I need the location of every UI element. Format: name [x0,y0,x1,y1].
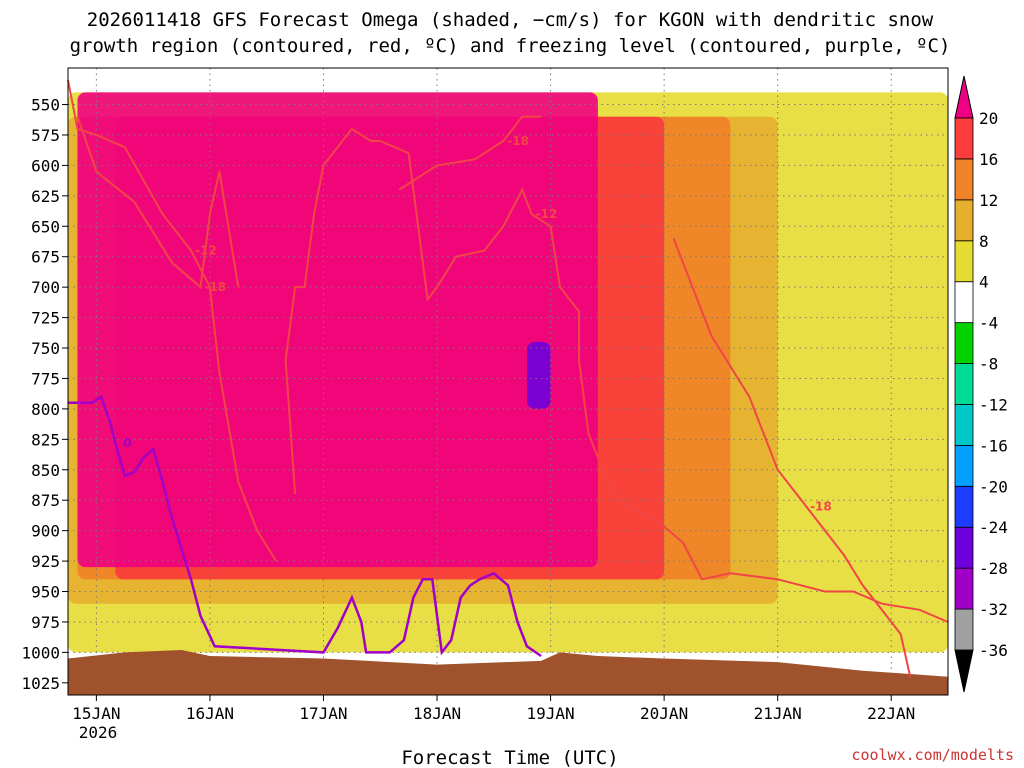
colorbar-arrow-top [954,75,974,119]
colorbar-segment [954,526,974,569]
chart-title-line1: 2026011418 GFS Forecast Omega (shaded, −… [87,9,934,31]
y-tick-label: 725 [31,309,60,328]
colorbar-label: 12 [979,191,998,210]
colorbar-segment [954,281,974,324]
colorbar-label: -20 [979,477,1008,496]
y-tick-label: 875 [31,491,60,510]
chart-title-line2: growth region (contoured, red, ºC) and f… [70,35,951,57]
colorbar-segment [954,240,974,283]
y-tick-label: 675 [31,248,60,267]
y-tick-label: 600 [31,156,60,175]
y-tick-label: 700 [31,278,60,297]
colorbar: 20 16 12 8 4 -4 -8 -12 -16 -20 -24 -28 -32 -36 [954,75,1008,693]
x-tick-label: 18JAN [413,704,461,723]
y-tick-label: 825 [31,430,60,449]
dgz-contour-1 [76,116,240,290]
colorbar-label: -8 [979,355,998,374]
x-tick-label: 20JAN [640,704,688,723]
freezing-level-label: 0 [123,436,131,450]
colorbar-label: -28 [979,559,1008,578]
y-axis: 550 575 600 625 650 675 700 725 750 775 800 825 850 8… [21,96,68,693]
omega-shading [68,92,948,653]
colorbar-label: 8 [979,232,989,251]
y-tick-label: 950 [31,583,60,602]
colorbar-segment [954,444,974,487]
y-tick-label: 850 [31,461,60,480]
colorbar-label: -32 [979,600,1008,619]
dgz-contour-2 [284,127,949,623]
x-tick-label: 19JAN [526,704,574,723]
x-tick-label: 17JAN [299,704,347,723]
colorbar-label: -36 [979,641,1008,660]
omega-region-positive-gt20 [77,92,598,568]
x-tick-label: 15JAN [72,704,120,723]
colorbar-segment [954,117,974,160]
dgz-contour-label: -18 [204,280,226,294]
colorbar-label: 4 [979,273,989,292]
y-tick-label: 800 [31,400,60,419]
colorbar-label: -12 [979,395,1008,414]
plot-area: -12-18-12-18-18 0 [67,67,949,696]
x-tick-label: 16JAN [186,704,234,723]
plot-frame [67,67,949,696]
freezing-level-contour: 0 [68,394,542,658]
y-tick-label: 925 [31,552,60,571]
y-tick-label: 1025 [21,674,60,693]
dgz-contour-label: -18 [810,499,832,513]
x-axis-title: Forecast Time (UTC) [401,747,618,768]
x-tick-label: 22JAN [867,704,915,723]
colorbar-segment [954,567,974,610]
y-tick-label: 575 [31,126,60,145]
y-tick-label: 625 [31,187,60,206]
colorbar-segment [954,158,974,201]
colorbar-label: 16 [979,150,998,169]
colorbar-segment [954,363,974,405]
colorbar-segment [954,608,974,651]
y-tick-label: 775 [31,369,60,388]
terrain-fill [68,650,948,695]
freezing-level-line [68,394,542,658]
colorbar-segment [954,485,974,528]
dgz-contours: -12-18-12-18-18 [67,80,949,677]
colorbar-label: -16 [979,436,1008,455]
colorbar-label: -4 [979,314,998,333]
dgz-contour-4 [672,238,912,677]
x-tick-label: 21JAN [754,704,802,723]
x-axis-year-label: 2026 [79,723,118,742]
y-tick-label: 900 [31,522,60,541]
credit-label: coolwx.com/modelts [851,746,1014,764]
y-tick-label: 550 [31,96,60,115]
colorbar-label: -24 [979,518,1008,537]
colorbar-segment [954,199,974,242]
y-tick-label: 1000 [21,643,60,662]
dgz-contour-3 [398,115,542,191]
colorbar-segment [954,404,974,446]
dgz-contour-label: -18 [507,134,529,148]
dgz-contour-0 [67,80,278,562]
omega-region-negative-ascent-core [526,341,551,409]
y-tick-label: 650 [31,217,60,236]
dgz-contour-label: -12 [536,207,558,221]
colorbar-label: 20 [979,109,998,128]
terrain [68,650,948,695]
colorbar-arrow-bottom [954,649,974,693]
x-axis: 15JAN 16JAN 17JAN 18JAN 19JAN 20JAN 21JAN 22JAN [72,695,915,723]
colorbar-segment [954,322,974,364]
y-tick-label: 750 [31,339,60,358]
y-tick-label: 975 [31,613,60,632]
